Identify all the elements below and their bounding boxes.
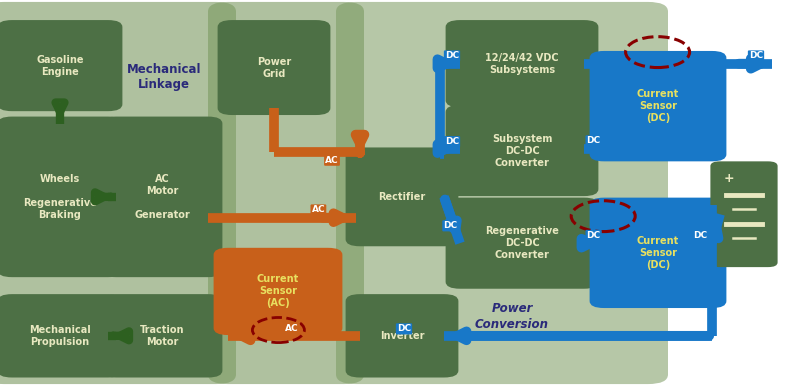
FancyBboxPatch shape (346, 294, 458, 378)
Text: AC
Motor

Generator: AC Motor Generator (134, 174, 190, 220)
Text: +: + (723, 172, 734, 185)
FancyBboxPatch shape (590, 51, 726, 161)
Text: Current
Sensor
(DC): Current Sensor (DC) (637, 236, 679, 270)
Text: DC: DC (443, 221, 458, 230)
Text: Gasoline
Engine: Gasoline Engine (36, 55, 84, 76)
Text: Regenerative
DC-DC
Converter: Regenerative DC-DC Converter (485, 226, 559, 260)
FancyBboxPatch shape (218, 20, 330, 115)
Text: Mechanical
Linkage: Mechanical Linkage (126, 63, 202, 91)
FancyBboxPatch shape (0, 20, 122, 111)
Text: Rectifier: Rectifier (378, 192, 426, 202)
FancyBboxPatch shape (208, 2, 364, 384)
Text: Wheels

Regenerative
Braking: Wheels Regenerative Braking (23, 174, 97, 220)
Text: DC: DC (445, 51, 459, 61)
FancyBboxPatch shape (710, 161, 778, 267)
Text: DC: DC (693, 231, 707, 240)
FancyBboxPatch shape (446, 105, 598, 196)
Text: Power
Grid: Power Grid (257, 57, 291, 78)
FancyBboxPatch shape (446, 20, 598, 107)
Text: AC: AC (285, 324, 299, 334)
Text: Current
Sensor
(DC): Current Sensor (DC) (637, 89, 679, 123)
FancyBboxPatch shape (0, 2, 236, 384)
FancyBboxPatch shape (336, 2, 668, 384)
FancyBboxPatch shape (0, 294, 122, 378)
Text: AC: AC (325, 156, 339, 165)
Text: Inverter: Inverter (380, 331, 424, 341)
FancyBboxPatch shape (446, 198, 598, 289)
Text: Current
Sensor
(AC): Current Sensor (AC) (257, 274, 299, 308)
FancyBboxPatch shape (102, 294, 222, 378)
Text: Subsystem
DC-DC
Converter: Subsystem DC-DC Converter (492, 134, 552, 168)
FancyBboxPatch shape (346, 147, 458, 246)
Text: DC: DC (397, 324, 411, 334)
Text: Traction
Motor: Traction Motor (140, 325, 184, 347)
Text: DC: DC (586, 231, 601, 240)
Text: DC: DC (445, 137, 459, 146)
Text: DC: DC (749, 51, 763, 61)
Text: Mechanical
Propulsion: Mechanical Propulsion (29, 325, 91, 347)
FancyBboxPatch shape (590, 198, 726, 308)
Text: AC: AC (311, 205, 326, 215)
FancyBboxPatch shape (0, 117, 122, 277)
FancyBboxPatch shape (102, 117, 222, 277)
FancyBboxPatch shape (214, 248, 342, 335)
Text: DC: DC (586, 136, 601, 146)
Text: 12/24/42 VDC
Subsystems: 12/24/42 VDC Subsystems (485, 53, 559, 74)
Text: Power
Conversion: Power Conversion (475, 302, 549, 331)
